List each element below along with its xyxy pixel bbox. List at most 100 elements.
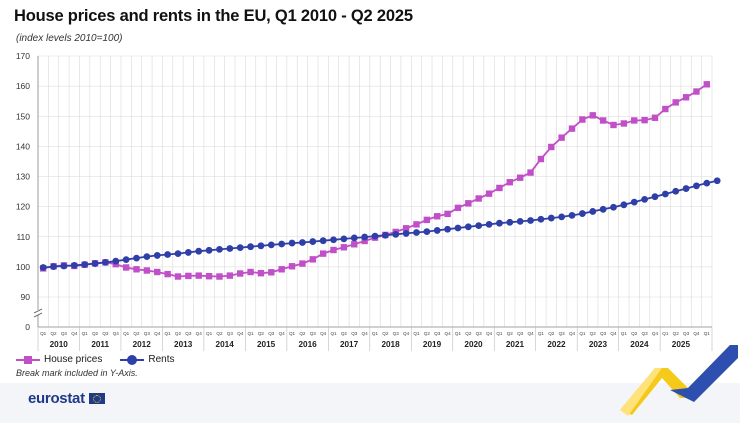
- x-tick-quarter-label: Q1: [82, 331, 89, 336]
- data-point-house-prices: [672, 99, 679, 106]
- data-point-rents: [39, 264, 47, 271]
- legend-item-rents[interactable]: Rents: [120, 354, 174, 365]
- data-point-house-prices: [413, 221, 420, 228]
- data-point-house-prices: [662, 105, 669, 113]
- x-tick-quarter-label: Q2: [133, 331, 140, 336]
- data-point-rents: [527, 217, 534, 224]
- x-tick-quarter-label: Q1: [289, 331, 296, 336]
- x-tick-quarter-label: Q2: [673, 331, 680, 336]
- x-tick-year-label: 2014: [216, 340, 235, 349]
- data-point-house-prices: [154, 268, 161, 276]
- x-tick-quarter-label: Q1: [165, 331, 172, 336]
- data-point-rents: [309, 238, 317, 245]
- x-tick-quarter-label: Q2: [507, 331, 514, 336]
- data-point-house-prices: [693, 88, 700, 95]
- x-tick-quarter-label: Q2: [92, 331, 99, 336]
- x-tick-year-label: 2020: [464, 340, 483, 349]
- data-point-rents: [402, 230, 410, 237]
- x-tick-quarter-label: Q3: [61, 331, 68, 336]
- x-tick-quarter-label: Q2: [465, 331, 472, 336]
- circle-marker-icon: [120, 354, 145, 365]
- data-point-house-prices: [340, 244, 348, 251]
- eurostat-logo[interactable]: eurostat: [28, 390, 105, 407]
- data-point-rents: [516, 217, 524, 225]
- data-point-house-prices: [682, 94, 690, 101]
- x-tick-year-label: 2025: [672, 340, 691, 349]
- data-point-house-prices: [288, 263, 296, 270]
- y-tick-label: 120: [16, 202, 30, 212]
- x-tick-quarter-label: Q2: [341, 331, 348, 336]
- data-point-rents: [423, 228, 431, 236]
- data-point-rents: [568, 211, 576, 219]
- y-tick-label: 150: [16, 111, 30, 121]
- data-point-rents: [143, 253, 151, 261]
- x-tick-quarter-label: Q2: [590, 331, 597, 336]
- x-tick-quarter-label: Q2: [299, 331, 306, 336]
- data-point-house-prices: [226, 272, 234, 279]
- data-point-house-prices: [620, 120, 628, 127]
- axis-break-mark: [33, 308, 43, 318]
- x-tick-quarter-label: Q1: [662, 331, 669, 336]
- data-point-rents: [392, 230, 400, 238]
- legend-item-house-prices[interactable]: House prices: [16, 354, 102, 365]
- data-point-house-prices: [237, 270, 244, 277]
- x-tick-quarter-label: Q1: [621, 331, 628, 336]
- logo-text: eurostat: [28, 390, 85, 407]
- data-point-rents: [506, 218, 514, 226]
- x-tick-year-label: 2010: [50, 340, 69, 349]
- x-tick-quarter-label: Q3: [227, 331, 234, 336]
- y-tick-label: 90: [21, 292, 31, 302]
- data-point-house-prices: [133, 266, 140, 273]
- data-point-rents: [70, 261, 78, 269]
- x-tick-quarter-label: Q2: [50, 331, 57, 336]
- data-point-rents: [444, 225, 451, 233]
- data-point-house-prices: [641, 116, 648, 124]
- data-point-house-prices: [278, 266, 285, 273]
- data-point-house-prices: [527, 169, 534, 176]
- data-point-rents: [205, 246, 213, 254]
- x-tick-quarter-label: Q1: [496, 331, 503, 336]
- y-tick-label: 140: [16, 141, 30, 151]
- data-point-rents: [319, 237, 327, 245]
- data-point-house-prices: [257, 270, 265, 277]
- data-point-house-prices: [195, 272, 202, 279]
- data-point-rents: [589, 208, 597, 215]
- x-tick-quarter-label: Q3: [310, 331, 317, 336]
- data-point-rents: [122, 256, 130, 264]
- x-tick-quarter-label: Q4: [527, 331, 534, 336]
- square-marker-icon: [16, 355, 40, 365]
- data-point-rents: [651, 193, 659, 201]
- legend: House prices Rents: [16, 354, 174, 365]
- x-tick-quarter-label: Q1: [247, 331, 254, 336]
- x-tick-quarter-label: Q4: [320, 331, 327, 336]
- data-point-house-prices: [164, 270, 171, 278]
- x-tick-quarter-label: Q4: [362, 331, 369, 336]
- x-tick-quarter-label: Q3: [434, 331, 441, 336]
- data-point-rents: [267, 241, 275, 249]
- x-tick-year-label: 2011: [91, 340, 109, 349]
- x-tick-quarter-label: Q3: [393, 331, 400, 336]
- data-point-rents: [485, 220, 493, 228]
- x-tick-quarter-label: Q2: [548, 331, 555, 336]
- series-line-house-prices: [43, 83, 708, 278]
- x-tick-quarter-label: Q3: [642, 331, 649, 336]
- y-tick-label: 170: [16, 51, 30, 61]
- data-point-house-prices: [485, 190, 493, 197]
- data-point-house-prices: [351, 241, 358, 248]
- x-tick-year-label: 2017: [340, 340, 359, 349]
- x-tick-quarter-label: Q3: [144, 331, 151, 336]
- x-tick-quarter-label: Q4: [445, 331, 452, 336]
- x-tick-year-label: 2019: [423, 340, 442, 349]
- x-tick-year-label: 2016: [298, 340, 317, 349]
- data-point-rents: [174, 250, 182, 258]
- data-point-house-prices: [402, 225, 410, 232]
- data-point-rents: [247, 243, 254, 251]
- x-tick-quarter-label: Q4: [154, 331, 161, 336]
- data-point-house-prices: [631, 117, 638, 124]
- x-tick-year-label: 2021: [506, 340, 525, 349]
- eu-flag-icon: [88, 393, 105, 404]
- y-tick-label: 160: [16, 81, 30, 91]
- x-tick-quarter-label: Q1: [538, 331, 545, 336]
- data-point-house-prices: [247, 268, 254, 276]
- data-point-rents: [537, 215, 545, 223]
